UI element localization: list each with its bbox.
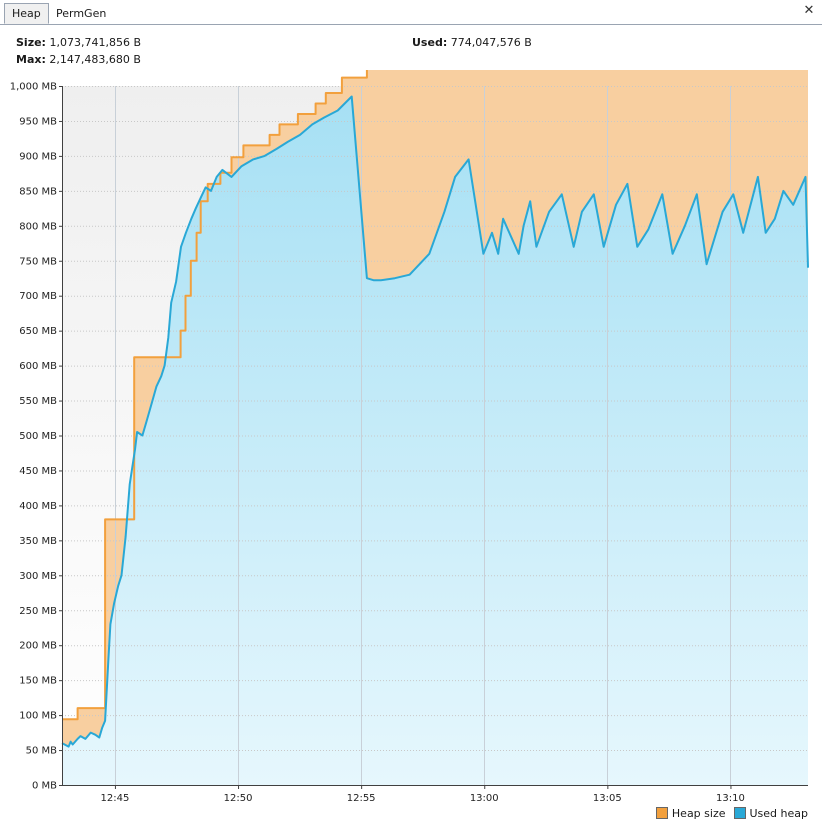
y-tick-label: 950 MB	[19, 116, 57, 127]
used-label: Used:	[412, 36, 448, 49]
legend-heap-size: Heap size	[671, 806, 726, 820]
y-tick-label: 750 MB	[19, 256, 57, 267]
y-tick-label: 350 MB	[19, 536, 57, 547]
close-icon[interactable]: ✕	[803, 3, 815, 18]
y-tick-label: 850 MB	[19, 186, 57, 197]
y-tick-label: 600 MB	[19, 361, 57, 372]
y-tick-label: 400 MB	[19, 501, 57, 512]
y-tick-label: 200 MB	[19, 641, 57, 652]
y-tick-label: 800 MB	[19, 221, 57, 232]
y-tick-label: 550 MB	[19, 396, 57, 407]
y-tick-label: 650 MB	[19, 326, 57, 337]
heap-info-panel: Size: 1,073,741,856 B Max: 2,147,483,680…	[0, 25, 822, 70]
y-tick-label: 450 MB	[19, 466, 57, 477]
used-heap-area	[62, 96, 808, 785]
y-tick-label: 50 MB	[26, 746, 58, 757]
heap-size-line	[62, 70, 368, 721]
max-info: Max: 2,147,483,680 B	[16, 53, 141, 66]
used-heap-line	[61, 95, 809, 748]
max-label: Max:	[16, 53, 46, 66]
used-value: 774,047,576 B	[450, 36, 532, 49]
size-info: Size: 1,073,741,856 B	[16, 36, 141, 49]
size-label: Size:	[16, 36, 46, 49]
chart-legend: Heap size Used heap	[648, 805, 808, 821]
y-tick-label: 150 MB	[19, 676, 57, 687]
x-tick-label: 12:45	[101, 793, 130, 804]
tab-heap[interactable]: Heap	[4, 3, 49, 24]
used-heap-swatch	[733, 807, 746, 819]
x-tick-label: 12:50	[224, 793, 253, 804]
heap-chart: 0 MB 50 MB 100 MB 150 MB 200 MB 250 MB 300 MB 3…	[10, 70, 809, 804]
y-tick-label: 500 MB	[19, 431, 57, 442]
y-tick-label: 0 MB	[32, 781, 57, 792]
x-tick-label: 13:00	[470, 793, 499, 804]
tab-bar: Heap PermGen ✕	[0, 0, 822, 25]
y-tick-label: 100 MB	[19, 711, 57, 722]
heap-size-swatch	[655, 807, 668, 819]
y-tick-label: 300 MB	[19, 571, 57, 582]
y-tick-label: 900 MB	[19, 151, 57, 162]
tab-permgen[interactable]: PermGen	[56, 7, 107, 20]
max-value: 2,147,483,680 B	[49, 53, 141, 66]
x-tick-label: 13:10	[716, 793, 745, 804]
y-tick-label: 250 MB	[19, 606, 57, 617]
y-tick-label: 1,000 MB	[10, 82, 57, 93]
used-info: Used: 774,047,576 B	[412, 36, 532, 49]
size-value: 1,073,741,856 B	[49, 36, 141, 49]
y-tick-label: 700 MB	[19, 291, 57, 302]
legend-used-heap: Used heap	[749, 806, 809, 820]
x-tick-label: 13:05	[593, 793, 622, 804]
x-tick-label: 12:55	[347, 793, 376, 804]
